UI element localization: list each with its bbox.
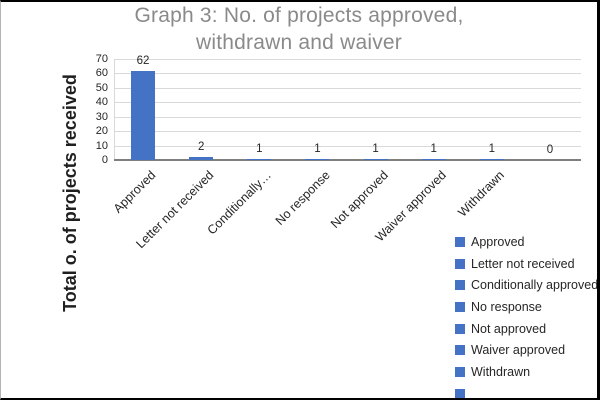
legend-item: [455, 383, 597, 398]
bar: [247, 158, 272, 160]
legend-item: No response: [455, 296, 597, 318]
legend-swatch-icon: [455, 366, 465, 377]
legend-label: Waiver approved: [471, 343, 566, 358]
legend-label: Withdrawn: [471, 364, 531, 379]
x-axis-line: [114, 159, 581, 161]
y-axis-tick-label: 40: [95, 96, 108, 109]
legend-swatch-icon: [455, 388, 465, 398]
chart-title-line-1: Graph 3: No. of projects approved,: [134, 4, 464, 27]
gridline-60: [114, 73, 581, 75]
gridline-30: [114, 116, 581, 118]
gridline-20: [114, 131, 581, 133]
bar-value-label: 62: [136, 54, 150, 67]
legend-item: Conditionally approved: [455, 274, 599, 296]
chart-title: Graph 3: No. of projects approved, withd…: [1, 2, 597, 56]
gridline-10: [114, 145, 581, 147]
bar-value-label: 2: [197, 141, 205, 154]
bar: [189, 157, 214, 160]
bar: [305, 158, 330, 160]
bar-value-label: 1: [256, 142, 263, 155]
y-axis-tick-label: 70: [95, 53, 108, 65]
bar-value-label: 1: [430, 142, 437, 155]
legend-label: Conditionally approved: [471, 278, 599, 293]
y-axis-tick-label: 60: [95, 67, 108, 80]
legend-swatch-icon: [455, 301, 465, 312]
y-axis-title: Total o. of projects received: [60, 74, 80, 312]
gridline-70: [114, 59, 581, 60]
y-axis-tick-label: 0: [101, 154, 108, 166]
bar: [479, 158, 504, 160]
legend-swatch-icon: [455, 323, 465, 334]
legend-item: Waiver approved: [455, 339, 597, 361]
gridline-50: [114, 87, 581, 89]
bar: [421, 158, 446, 160]
bar-value-label: 1: [488, 142, 496, 155]
bar-value-label: 1: [314, 142, 321, 155]
legend-item: Not approved: [455, 318, 597, 340]
x-axis-tick-label: No response: [272, 168, 333, 229]
legend-swatch-icon: [455, 258, 465, 269]
bar: [363, 158, 388, 160]
legend-label: Approved: [471, 234, 525, 249]
legend-label: Letter not received: [471, 256, 575, 271]
legend-item: Withdrawn: [455, 361, 597, 383]
legend-item: Approved: [455, 231, 597, 253]
gridline-40: [114, 102, 581, 104]
legend-item: Letter not received: [455, 253, 597, 275]
x-axis-tick-label: Withdrawn: [455, 168, 507, 220]
bar: [131, 70, 156, 160]
y-axis-line: [114, 59, 115, 160]
legend-label: No response: [471, 299, 542, 314]
chart-title-line-2: withdrawn and waiver: [196, 31, 402, 54]
y-axis-tick-label: 30: [95, 110, 108, 123]
legend: Approved Letter not received Conditionally…: [455, 231, 599, 398]
bar-value-label: 0: [546, 144, 554, 156]
bar-value-label: 1: [372, 142, 379, 155]
y-axis-tick-label: 50: [95, 81, 108, 94]
y-axis-tick-label: 20: [95, 125, 108, 138]
x-axis-tick-label: Approved: [110, 168, 158, 216]
legend-swatch-icon: [455, 280, 465, 291]
legend-swatch-icon: [455, 345, 465, 356]
y-axis-tick-label: 10: [95, 139, 108, 152]
x-axis-tick-label: Not approved: [327, 168, 391, 231]
legend-label: Not approved: [471, 321, 547, 336]
legend-swatch-icon: [455, 236, 465, 247]
